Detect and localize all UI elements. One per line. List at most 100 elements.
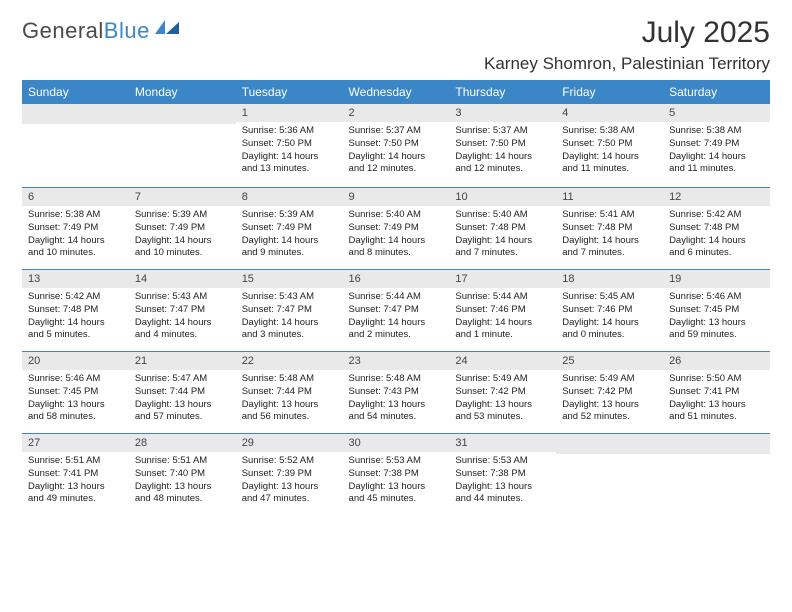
day-body: Sunrise: 5:49 AMSunset: 7:42 PMDaylight:… [449, 370, 556, 433]
calendar-cell: 6Sunrise: 5:38 AMSunset: 7:49 PMDaylight… [22, 188, 129, 270]
page-title: July 2025 [484, 18, 770, 48]
sunset-line: Sunset: 7:48 PM [562, 222, 657, 235]
day-number [129, 104, 236, 124]
calendar-cell: 27Sunrise: 5:51 AMSunset: 7:41 PMDayligh… [22, 434, 129, 518]
calendar-cell [22, 104, 129, 188]
sunset-line: Sunset: 7:45 PM [669, 304, 764, 317]
sunrise-line: Sunrise: 5:45 AM [562, 291, 657, 304]
dayname: Monday [129, 80, 236, 104]
sunrise-line: Sunrise: 5:39 AM [242, 209, 337, 222]
day-body: Sunrise: 5:44 AMSunset: 7:47 PMDaylight:… [343, 288, 450, 351]
sunset-line: Sunset: 7:42 PM [455, 386, 550, 399]
sunrise-line: Sunrise: 5:43 AM [135, 291, 230, 304]
header: GeneralBlue July 2025 Karney Shomron, Pa… [22, 18, 770, 74]
calendar-cell: 30Sunrise: 5:53 AMSunset: 7:38 PMDayligh… [343, 434, 450, 518]
calendar-week-row: 1Sunrise: 5:36 AMSunset: 7:50 PMDaylight… [22, 104, 770, 188]
location: Karney Shomron, Palestinian Territory [484, 54, 770, 74]
sunrise-line: Sunrise: 5:46 AM [28, 373, 123, 386]
day-number [663, 434, 770, 454]
day-number: 3 [449, 104, 556, 122]
day-number: 4 [556, 104, 663, 122]
daylight-line: Daylight: 13 hours and 44 minutes. [455, 481, 550, 507]
sunset-line: Sunset: 7:44 PM [135, 386, 230, 399]
day-number: 10 [449, 188, 556, 206]
day-number: 14 [129, 270, 236, 288]
sunset-line: Sunset: 7:42 PM [562, 386, 657, 399]
sunset-line: Sunset: 7:47 PM [242, 304, 337, 317]
sunrise-line: Sunrise: 5:42 AM [28, 291, 123, 304]
calendar-cell: 14Sunrise: 5:43 AMSunset: 7:47 PMDayligh… [129, 270, 236, 352]
daylight-line: Daylight: 13 hours and 58 minutes. [28, 399, 123, 425]
calendar-cell: 25Sunrise: 5:49 AMSunset: 7:42 PMDayligh… [556, 352, 663, 434]
calendar-cell: 15Sunrise: 5:43 AMSunset: 7:47 PMDayligh… [236, 270, 343, 352]
daylight-line: Daylight: 14 hours and 10 minutes. [28, 235, 123, 261]
daylight-line: Daylight: 13 hours and 59 minutes. [669, 317, 764, 343]
sunset-line: Sunset: 7:46 PM [455, 304, 550, 317]
daylight-line: Daylight: 14 hours and 3 minutes. [242, 317, 337, 343]
daylight-line: Daylight: 14 hours and 11 minutes. [562, 151, 657, 177]
logo: GeneralBlue [22, 18, 181, 44]
day-number: 2 [343, 104, 450, 122]
calendar-cell: 7Sunrise: 5:39 AMSunset: 7:49 PMDaylight… [129, 188, 236, 270]
calendar-cell: 28Sunrise: 5:51 AMSunset: 7:40 PMDayligh… [129, 434, 236, 518]
day-body: Sunrise: 5:38 AMSunset: 7:49 PMDaylight:… [663, 122, 770, 185]
daylight-line: Daylight: 13 hours and 51 minutes. [669, 399, 764, 425]
sunset-line: Sunset: 7:46 PM [562, 304, 657, 317]
sunrise-line: Sunrise: 5:40 AM [349, 209, 444, 222]
daylight-line: Daylight: 14 hours and 6 minutes. [669, 235, 764, 261]
calendar-cell: 23Sunrise: 5:48 AMSunset: 7:43 PMDayligh… [343, 352, 450, 434]
calendar-week-row: 13Sunrise: 5:42 AMSunset: 7:48 PMDayligh… [22, 270, 770, 352]
sunrise-line: Sunrise: 5:46 AM [669, 291, 764, 304]
daylight-line: Daylight: 13 hours and 56 minutes. [242, 399, 337, 425]
daylight-line: Daylight: 14 hours and 12 minutes. [455, 151, 550, 177]
calendar-cell: 11Sunrise: 5:41 AMSunset: 7:48 PMDayligh… [556, 188, 663, 270]
daylight-line: Daylight: 13 hours and 45 minutes. [349, 481, 444, 507]
day-number: 29 [236, 434, 343, 452]
sunrise-line: Sunrise: 5:38 AM [562, 125, 657, 138]
day-number: 1 [236, 104, 343, 122]
sunset-line: Sunset: 7:39 PM [242, 468, 337, 481]
dayname: Wednesday [343, 80, 450, 104]
sunrise-line: Sunrise: 5:36 AM [242, 125, 337, 138]
daylight-line: Daylight: 14 hours and 0 minutes. [562, 317, 657, 343]
day-number: 26 [663, 352, 770, 370]
sunrise-line: Sunrise: 5:40 AM [455, 209, 550, 222]
sunset-line: Sunset: 7:49 PM [28, 222, 123, 235]
sunrise-line: Sunrise: 5:37 AM [455, 125, 550, 138]
calendar-cell: 12Sunrise: 5:42 AMSunset: 7:48 PMDayligh… [663, 188, 770, 270]
sunrise-line: Sunrise: 5:50 AM [669, 373, 764, 386]
calendar-cell: 3 Sunrise: 5:37 AMSunset: 7:50 PMDaylight… [449, 104, 556, 188]
sunset-line: Sunset: 7:50 PM [349, 138, 444, 151]
calendar-cell [663, 434, 770, 518]
daylight-line: Daylight: 14 hours and 12 minutes. [349, 151, 444, 177]
day-number: 6 [22, 188, 129, 206]
day-body: Sunrise: 5:52 AMSunset: 7:39 PMDaylight:… [236, 452, 343, 515]
day-body: Sunrise: 5:42 AMSunset: 7:48 PMDaylight:… [663, 206, 770, 269]
sunrise-line: Sunrise: 5:48 AM [349, 373, 444, 386]
day-body: Sunrise: 5:40 AMSunset: 7:49 PMDaylight:… [343, 206, 450, 269]
sunrise-line: Sunrise: 5:51 AM [28, 455, 123, 468]
sunset-line: Sunset: 7:48 PM [669, 222, 764, 235]
day-number [22, 104, 129, 124]
sunset-line: Sunset: 7:38 PM [349, 468, 444, 481]
sunset-line: Sunset: 7:50 PM [455, 138, 550, 151]
calendar-cell: 26Sunrise: 5:50 AMSunset: 7:41 PMDayligh… [663, 352, 770, 434]
sunrise-line: Sunrise: 5:43 AM [242, 291, 337, 304]
calendar-cell: 17Sunrise: 5:44 AMSunset: 7:46 PMDayligh… [449, 270, 556, 352]
calendar-cell: 8Sunrise: 5:39 AMSunset: 7:49 PMDaylight… [236, 188, 343, 270]
calendar-cell: 2Sunrise: 5:37 AMSunset: 7:50 PMDaylight… [343, 104, 450, 188]
daylight-line: Daylight: 14 hours and 7 minutes. [455, 235, 550, 261]
day-number: 23 [343, 352, 450, 370]
daylight-line: Daylight: 14 hours and 9 minutes. [242, 235, 337, 261]
sunrise-line: Sunrise: 5:49 AM [562, 373, 657, 386]
calendar-cell: 1Sunrise: 5:36 AMSunset: 7:50 PMDaylight… [236, 104, 343, 188]
dayname: Friday [556, 80, 663, 104]
daylight-line: Daylight: 14 hours and 4 minutes. [135, 317, 230, 343]
day-number [556, 434, 663, 454]
day-number: 24 [449, 352, 556, 370]
calendar-cell: 31Sunrise: 5:53 AMSunset: 7:38 PMDayligh… [449, 434, 556, 518]
day-number: 9 [343, 188, 450, 206]
day-body: Sunrise: 5:43 AMSunset: 7:47 PMDaylight:… [129, 288, 236, 351]
logo-word2: Blue [104, 18, 150, 43]
dayname: Sunday [22, 80, 129, 104]
